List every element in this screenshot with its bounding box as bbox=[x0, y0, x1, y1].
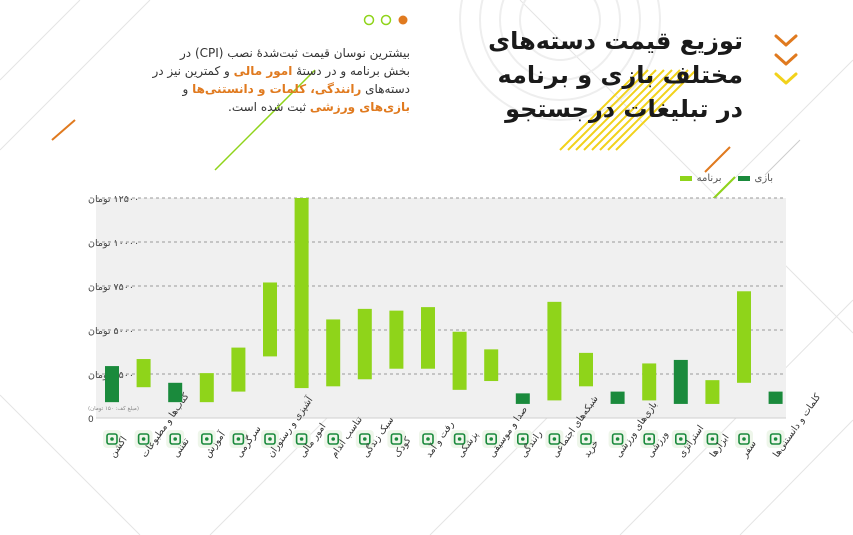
social-network-icon bbox=[545, 430, 564, 448]
page-title: توزیع قیمت دسته‌های مختلف بازی و برنامه … bbox=[483, 24, 743, 126]
bar-22 bbox=[768, 391, 783, 404]
dumbbell-icon bbox=[324, 430, 343, 448]
progress-dots bbox=[363, 14, 408, 26]
car-icon bbox=[419, 430, 437, 448]
suitcase-icon bbox=[735, 430, 753, 448]
title-line-1: توزیع قیمت دسته‌های bbox=[488, 27, 743, 55]
bar-20 bbox=[705, 380, 720, 404]
music-note-icon bbox=[482, 430, 501, 448]
bar-5 bbox=[231, 347, 246, 392]
shopping-cart-icon bbox=[577, 430, 595, 448]
bar-9 bbox=[357, 308, 372, 380]
sofa-icon bbox=[355, 430, 374, 448]
floor-note: (مبلغ کف: ۱۵۰ تومان) bbox=[88, 405, 139, 412]
bar-11 bbox=[421, 307, 435, 369]
bar-16 bbox=[579, 352, 593, 387]
legend-swatch-game bbox=[737, 176, 750, 181]
bar-19 bbox=[673, 359, 688, 404]
bar-10 bbox=[389, 310, 404, 369]
castle-icon bbox=[671, 430, 690, 448]
cooking-pot-icon bbox=[261, 430, 279, 448]
ball-icon bbox=[608, 430, 627, 448]
bar-13 bbox=[484, 349, 499, 382]
medicine-icon bbox=[450, 430, 469, 448]
legend-item-app: برنامه bbox=[679, 173, 722, 184]
bar-21 bbox=[737, 291, 751, 383]
y-tick-label: ۱۲۵۰۰ تومان bbox=[88, 194, 139, 205]
chart-legend: بازی برنامه bbox=[679, 173, 773, 184]
yellow-stripes-decoration bbox=[559, 69, 697, 151]
bar-2 bbox=[136, 359, 151, 388]
legend-swatch-app bbox=[679, 176, 692, 181]
puzzle-icon bbox=[229, 430, 248, 448]
description-text: بیشترین نوسان قیمت ثبت‌شدهٔ نصب (CPI) در… bbox=[152, 46, 410, 114]
book-icon bbox=[134, 430, 153, 448]
y-tick-label: ۷۵۰۰ تومان bbox=[88, 282, 134, 293]
bar-17 bbox=[610, 391, 625, 404]
tools-icon bbox=[703, 430, 722, 448]
bar-3 bbox=[168, 382, 183, 403]
bar-15 bbox=[547, 301, 562, 401]
bar-6 bbox=[263, 282, 277, 357]
bar-8 bbox=[326, 319, 341, 387]
toy-icon bbox=[387, 430, 406, 448]
concentric-rings-decoration bbox=[459, 0, 661, 121]
bar-12 bbox=[452, 331, 467, 390]
bar-14 bbox=[515, 393, 530, 404]
bar-18 bbox=[642, 363, 657, 401]
hash-icon bbox=[166, 430, 185, 448]
title-line-3: در تبلیغات درجستجو bbox=[505, 95, 743, 123]
quiz-icon bbox=[766, 430, 785, 448]
steering-wheel-icon bbox=[513, 430, 532, 448]
bar-1 bbox=[105, 366, 119, 403]
gun-icon bbox=[103, 430, 121, 448]
legend-item-game: بازی bbox=[737, 173, 773, 184]
bar-4 bbox=[199, 373, 214, 403]
gamepad-icon bbox=[640, 430, 659, 448]
bar-7 bbox=[294, 198, 309, 389]
graduation-icon bbox=[197, 430, 216, 448]
title-line-2: مختلف بازی و برنامه bbox=[497, 61, 743, 89]
y-tick-label: ۵۰۰۰ تومان bbox=[88, 326, 134, 337]
y-tick-label: 0 bbox=[88, 415, 94, 425]
wallet-icon bbox=[292, 430, 311, 448]
y-tick-label: ۱۰۰۰۰ تومان bbox=[88, 238, 139, 249]
chevron-down-icon bbox=[774, 34, 798, 85]
